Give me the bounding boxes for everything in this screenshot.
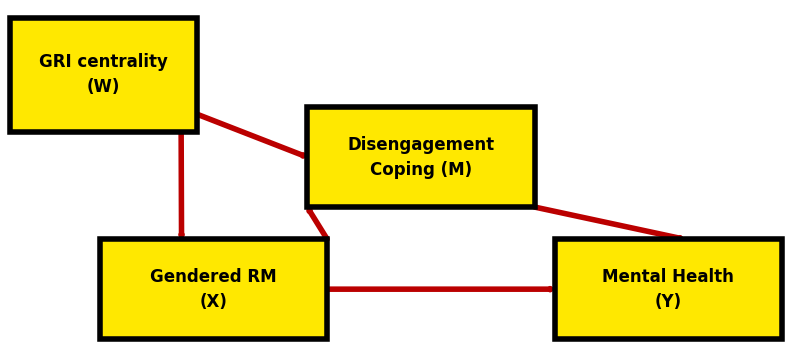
FancyBboxPatch shape: [555, 239, 782, 339]
FancyBboxPatch shape: [307, 107, 535, 207]
Text: Gendered RM
(X): Gendered RM (X): [150, 268, 277, 311]
Text: Mental Health
(Y): Mental Health (Y): [602, 268, 734, 311]
Text: GRI centrality
(W): GRI centrality (W): [39, 54, 168, 96]
Text: Disengagement
Coping (M): Disengagement Coping (M): [347, 136, 495, 178]
FancyBboxPatch shape: [100, 239, 327, 339]
FancyBboxPatch shape: [10, 18, 197, 132]
